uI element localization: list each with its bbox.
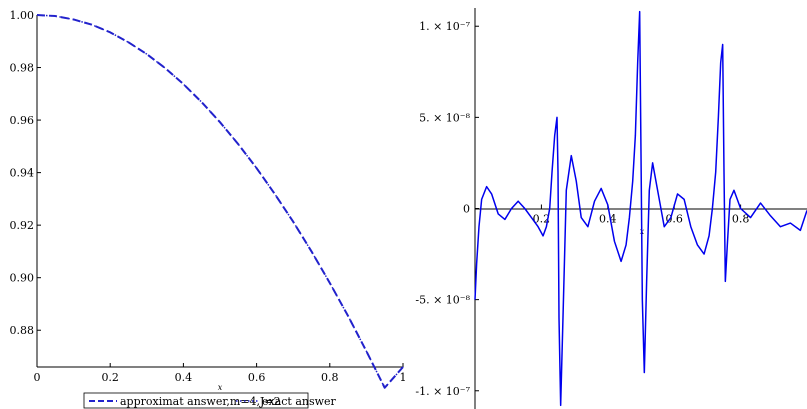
right-y-tick-label: 1. × 10⁻⁷ [419, 20, 471, 33]
error-series-line [474, 10, 807, 407]
left-chart: 0.88 0.90 0.92 0.94 0.96 0.98 1.00 0 0.2 0.4 0.6 0… [10, 9, 407, 409]
left-y-tick-label: 0.96 [10, 114, 35, 127]
left-x-tick-label: 0.2 [101, 371, 119, 384]
right-x-tick-label: 0.4 [599, 213, 617, 226]
left-y-tick-label: 0.98 [10, 62, 35, 75]
left-x-tick-label: 0 [34, 371, 41, 384]
left-x-tick-label: 1 [400, 371, 407, 384]
right-y-tick-label: -5. × 10⁻⁸ [415, 294, 470, 307]
left-y-tick-label: 0.88 [10, 324, 35, 337]
right-x-tick-label: 0.6 [665, 213, 683, 226]
left-x-axis-label: x [218, 383, 223, 392]
right-x-tick-label: 0.8 [732, 213, 750, 226]
legend: approximat answer,m=4,J=2 exact answer [83, 392, 337, 409]
left-x-tick-label: 0.4 [175, 371, 193, 384]
left-x-tick-label: 0.6 [248, 371, 266, 384]
legend-box [83, 392, 309, 409]
left-x-tick-label: 0.8 [321, 371, 339, 384]
series-line-approx [36, 14, 404, 389]
left-y-tick-label: 0.94 [10, 167, 35, 180]
right-chart: 1. × 10⁻⁷5. × 10⁻⁸0-5. × 10⁻⁸-1. × 10⁻⁷ … [415, 8, 807, 409]
right-x-tick-label: 0.2 [533, 213, 551, 226]
right-y-tick-label: 0 [463, 203, 470, 216]
series-line-exact [36, 14, 404, 389]
left-y-tick-label: 0.90 [10, 272, 35, 285]
right-y-tick-label: -1. × 10⁻⁷ [415, 385, 470, 398]
left-y-tick-label: 0.92 [10, 219, 35, 232]
legend-label-exact: exact answer [262, 395, 337, 408]
legend-label-approx: approximat answer,m=4,J=2 [120, 395, 281, 408]
right-y-tick-label: 5. × 10⁻⁸ [419, 111, 471, 124]
left-y-tick-label: 1.00 [10, 9, 35, 22]
